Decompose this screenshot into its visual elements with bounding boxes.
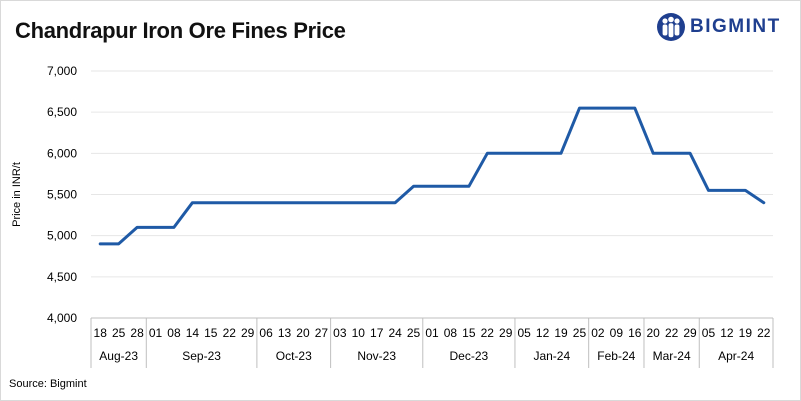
x-tick-label: 25 xyxy=(407,326,421,340)
month-label: Dec-23 xyxy=(450,349,489,363)
month-label: Feb-24 xyxy=(597,349,635,363)
x-tick-label: 22 xyxy=(481,326,495,340)
source-note: Source: Bigmint xyxy=(9,378,87,390)
data-point xyxy=(338,201,342,204)
x-tick-label: 03 xyxy=(333,326,347,340)
data-point xyxy=(559,152,563,155)
x-tick-label: 25 xyxy=(573,326,587,340)
x-tick-label: 29 xyxy=(683,326,697,340)
data-point xyxy=(430,185,434,188)
x-tick-label: 06 xyxy=(259,326,273,340)
data-point xyxy=(688,152,692,155)
data-point xyxy=(467,185,471,188)
x-tick-label: 28 xyxy=(130,326,144,340)
data-point xyxy=(651,152,655,155)
data-point xyxy=(246,201,249,204)
data-point xyxy=(357,201,360,204)
data-point xyxy=(375,201,378,204)
y-tick-label: 4,500 xyxy=(47,270,77,284)
x-tick-label: 05 xyxy=(702,326,716,340)
data-point xyxy=(725,189,729,192)
x-tick-label: 22 xyxy=(223,326,237,340)
x-tick-label: 08 xyxy=(167,326,181,340)
data-point xyxy=(596,106,600,110)
x-tick-label: 08 xyxy=(444,326,458,340)
x-tick-label: 22 xyxy=(665,326,679,340)
x-tick-label: 20 xyxy=(647,326,661,340)
data-point xyxy=(393,201,397,204)
x-tick-label: 25 xyxy=(112,326,126,340)
data-point xyxy=(522,152,526,155)
x-tick-label: 19 xyxy=(739,326,753,340)
x-tick-label: 24 xyxy=(388,326,402,340)
data-point xyxy=(99,242,102,246)
x-tick-label: 19 xyxy=(554,326,568,340)
data-point xyxy=(154,226,157,229)
bigmint-logo: BIGMINT xyxy=(656,12,786,42)
data-point xyxy=(191,201,194,204)
x-tick-label: 05 xyxy=(517,326,531,340)
data-point xyxy=(412,185,415,188)
y-axis-label: Price in INR/t xyxy=(11,162,23,227)
x-tick-label: 22 xyxy=(757,326,771,340)
x-tick-label: 13 xyxy=(278,326,292,340)
data-point xyxy=(504,152,507,155)
y-tick-label: 6,000 xyxy=(47,146,77,160)
x-tick-label: 01 xyxy=(425,326,439,340)
x-tick-label: 14 xyxy=(186,326,200,340)
x-tick-label: 12 xyxy=(720,326,734,340)
x-tick-label: 15 xyxy=(462,326,476,340)
x-tick-label: 17 xyxy=(370,326,384,340)
month-label: Aug-23 xyxy=(99,349,138,363)
data-point xyxy=(744,189,747,192)
y-tick-label: 6,500 xyxy=(47,105,77,119)
month-label: Nov-23 xyxy=(357,349,396,363)
month-label: Jan-24 xyxy=(533,349,570,363)
y-tick-label: 5,500 xyxy=(47,188,77,202)
data-point xyxy=(633,106,636,110)
y-tick-label: 7,000 xyxy=(47,64,77,78)
three-people-icon xyxy=(657,13,685,41)
x-tick-label: 09 xyxy=(610,326,624,340)
data-point xyxy=(209,201,213,204)
data-point xyxy=(486,152,489,155)
y-tick-label: 5,000 xyxy=(47,229,77,243)
data-point xyxy=(707,189,710,192)
x-tick-label: 29 xyxy=(241,326,255,340)
data-point xyxy=(228,201,231,204)
month-label: Apr-24 xyxy=(718,349,754,363)
brand-name: BIGMINT xyxy=(690,16,781,37)
x-tick-label: 01 xyxy=(149,326,163,340)
data-point xyxy=(449,185,452,188)
price-series-line xyxy=(98,106,766,246)
x-tick-label: 27 xyxy=(315,326,329,340)
data-point xyxy=(117,242,120,246)
data-point xyxy=(615,106,618,110)
month-label: Sep-23 xyxy=(182,349,221,363)
data-point xyxy=(283,201,286,204)
x-tick-label: 12 xyxy=(536,326,550,340)
data-point xyxy=(762,201,765,204)
data-point xyxy=(578,106,581,110)
x-tick-label: 15 xyxy=(204,326,218,340)
x-tick-label: 20 xyxy=(296,326,310,340)
data-point xyxy=(670,152,673,155)
data-point xyxy=(541,152,544,155)
x-tick-label: 29 xyxy=(499,326,513,340)
x-tick-label: 16 xyxy=(628,326,642,340)
chart-title: Chandrapur Iron Ore Fines Price xyxy=(15,18,346,43)
x-tick-label: 02 xyxy=(591,326,605,340)
data-point xyxy=(264,201,268,204)
data-point xyxy=(301,201,305,204)
month-label: Mar-24 xyxy=(653,349,691,363)
data-point xyxy=(320,201,323,204)
y-tick-label: 4,000 xyxy=(47,311,77,325)
x-tick-label: 10 xyxy=(352,326,366,340)
month-label: Oct-23 xyxy=(276,349,312,363)
data-point xyxy=(135,226,139,229)
data-point xyxy=(172,226,176,229)
x-tick-label: 18 xyxy=(94,326,108,340)
